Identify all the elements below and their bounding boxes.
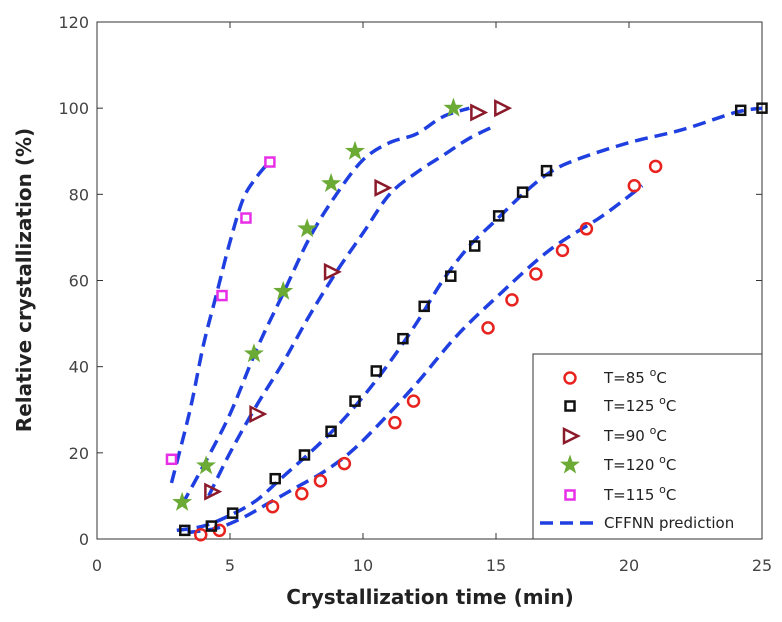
data-point xyxy=(204,482,223,501)
data-point xyxy=(273,280,294,300)
data-point xyxy=(481,321,495,335)
data-point xyxy=(374,178,393,197)
legend-label: T=90 oC xyxy=(603,424,667,445)
x-tick-label: 10 xyxy=(353,556,373,575)
y-tick-label: 120 xyxy=(58,13,89,32)
data-point xyxy=(205,520,218,532)
y-axis-label: Relative crystallization (%) xyxy=(12,128,36,432)
data-point xyxy=(172,491,193,511)
data-point xyxy=(648,159,663,174)
data-point xyxy=(470,103,489,122)
data-point xyxy=(321,173,342,193)
data-point xyxy=(492,210,505,222)
data-point xyxy=(406,394,421,408)
legend-marker xyxy=(562,426,581,446)
data-point xyxy=(505,293,519,307)
prediction-curve xyxy=(180,106,470,506)
data-point xyxy=(216,289,228,302)
y-tick-label: 0 xyxy=(79,530,89,549)
legend-label: T=125 oC xyxy=(603,394,676,415)
legend-label: T=120 oC xyxy=(603,453,676,474)
data-point xyxy=(240,212,252,224)
y-tick-label: 20 xyxy=(69,444,89,463)
data-point xyxy=(196,455,217,475)
data-point xyxy=(323,262,342,281)
data-point xyxy=(226,507,239,519)
data-point xyxy=(516,186,529,198)
data-point xyxy=(249,405,268,424)
data-point xyxy=(349,395,361,407)
data-point xyxy=(265,499,280,514)
data-point xyxy=(579,222,594,236)
x-tick-label: 5 xyxy=(225,556,235,575)
data-point xyxy=(443,97,464,117)
data-point xyxy=(313,474,328,488)
y-tick-label: 80 xyxy=(69,185,89,204)
data-point xyxy=(269,472,281,485)
data-point xyxy=(555,243,570,258)
data-point xyxy=(734,104,747,117)
data-point xyxy=(397,332,409,345)
x-tick-label: 0 xyxy=(92,556,102,575)
y-tick-label: 60 xyxy=(69,272,89,291)
data-point xyxy=(540,164,553,177)
legend-marker xyxy=(564,400,576,412)
data-point xyxy=(756,102,768,114)
x-tick-label: 15 xyxy=(486,556,506,575)
legend-label-prediction: CFFNN prediction xyxy=(604,514,734,532)
legend: T=85 oC T=125 oC T=90 oC T=120 oC T=115 oC CF… xyxy=(532,353,763,540)
data-point xyxy=(243,343,264,363)
x-tick-label: 25 xyxy=(752,556,772,575)
data-point xyxy=(418,300,430,313)
prediction-curve xyxy=(187,184,644,535)
data-point xyxy=(193,527,208,542)
data-point xyxy=(264,156,276,168)
data-point xyxy=(179,524,191,537)
legend-label: T=85 oC xyxy=(603,366,667,387)
x-tick-label: 20 xyxy=(619,556,639,575)
data-point xyxy=(370,365,383,377)
data-point xyxy=(445,270,457,282)
y-tick-label: 100 xyxy=(58,99,89,118)
legend-marker xyxy=(564,489,576,501)
legend-box xyxy=(532,353,763,540)
legend-label: T=115 oC xyxy=(603,483,676,504)
legend-marker xyxy=(560,454,580,474)
y-tick-label: 40 xyxy=(69,358,89,377)
data-point xyxy=(388,415,402,430)
data-point xyxy=(165,453,178,466)
data-point xyxy=(529,267,543,281)
data-point xyxy=(337,456,352,471)
prediction-curve xyxy=(207,123,497,497)
data-point xyxy=(468,240,481,252)
data-point xyxy=(298,449,311,461)
data-point xyxy=(295,487,309,501)
prediction-curve xyxy=(169,163,269,484)
data-point xyxy=(627,178,642,193)
data-point xyxy=(345,140,366,160)
data-point xyxy=(325,425,337,438)
data-point xyxy=(297,218,318,238)
data-point xyxy=(494,99,513,118)
legend-marker xyxy=(563,371,577,385)
x-axis-label: Crystallization time (min) xyxy=(286,585,574,609)
